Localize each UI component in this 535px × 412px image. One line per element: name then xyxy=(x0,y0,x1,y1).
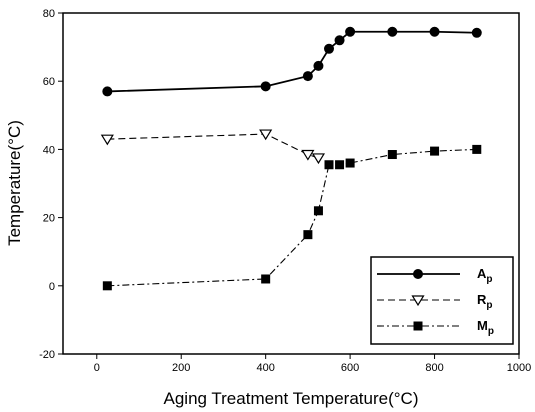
point-ap xyxy=(302,71,313,82)
series-line-rp xyxy=(107,133,319,159)
point-ap xyxy=(324,43,334,54)
point-ap xyxy=(471,27,482,38)
point-mp xyxy=(102,281,112,291)
legend-label-mp: Mp xyxy=(477,318,494,337)
y-axis-title: Temperature(°C) xyxy=(5,120,24,246)
legend-marker-rp xyxy=(411,295,425,307)
x-tick-label: 1000 xyxy=(507,362,531,374)
series-ap xyxy=(102,26,482,97)
x-tick-label: 800 xyxy=(425,362,443,374)
point-ap xyxy=(334,35,345,46)
point-mp xyxy=(430,146,440,156)
point-ap xyxy=(313,60,324,71)
point-rp xyxy=(259,129,273,141)
point-ap xyxy=(102,86,113,97)
x-tick-label: 600 xyxy=(341,362,359,374)
point-rp xyxy=(311,153,326,165)
point-mp xyxy=(345,158,355,168)
series-line-ap xyxy=(107,30,477,93)
point-ap xyxy=(387,26,398,37)
x-axis-title: Aging Treatment Temperature(°C) xyxy=(164,389,419,408)
y-tick-label: 20 xyxy=(43,213,55,225)
point-ap xyxy=(260,81,271,92)
plot-frame xyxy=(62,12,520,355)
legend: Ap Rp Mp xyxy=(370,256,514,345)
point-rp xyxy=(100,134,114,146)
point-mp xyxy=(335,160,345,170)
point-ap xyxy=(345,26,356,37)
point-rp xyxy=(301,149,315,161)
series-line-mp xyxy=(107,148,477,287)
legend-marker-ap xyxy=(413,269,423,279)
legend-label-rp: Rp xyxy=(477,292,493,311)
y-tick-label: 60 xyxy=(43,76,55,88)
point-mp xyxy=(313,206,323,216)
x-tick-label: 400 xyxy=(256,362,274,374)
x-tick-label: 200 xyxy=(172,362,190,374)
point-mp xyxy=(472,144,482,154)
x-tick-label: 0 xyxy=(94,362,100,374)
series-mp xyxy=(102,144,482,291)
y-tick-label: 80 xyxy=(43,8,55,20)
point-ap xyxy=(429,26,440,37)
point-mp xyxy=(324,160,334,170)
y-tick-label: 40 xyxy=(43,144,55,156)
point-mp xyxy=(261,274,271,284)
legend-label-ap: Ap xyxy=(477,266,493,285)
legend-marker-mp xyxy=(413,321,423,331)
point-mp xyxy=(387,150,397,160)
y-tick-label: 0 xyxy=(49,281,55,293)
point-mp xyxy=(303,230,313,240)
series-rp xyxy=(100,129,326,165)
y-tick-label: -20 xyxy=(39,349,55,361)
